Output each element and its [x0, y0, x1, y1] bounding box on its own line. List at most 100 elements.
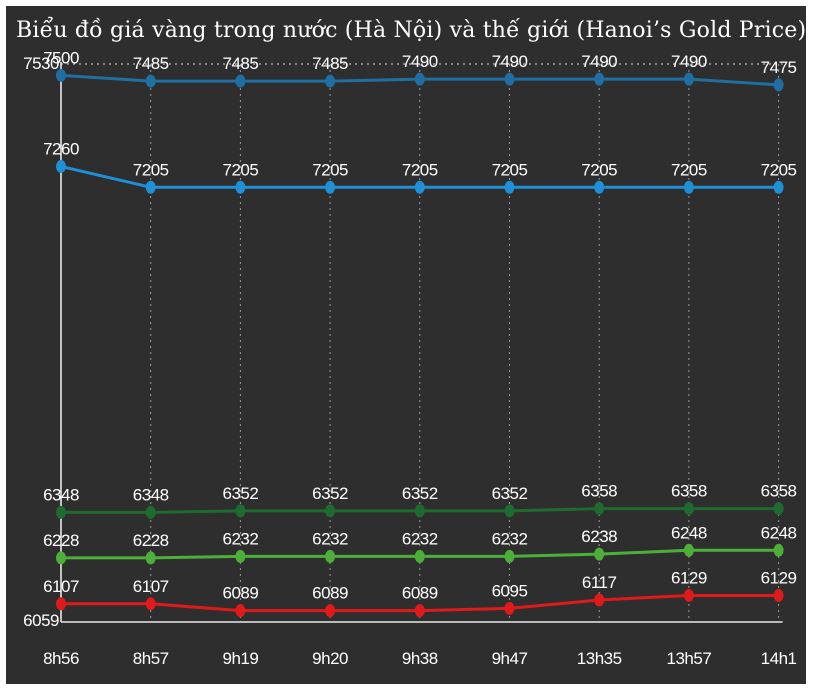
data-label: 6248: [671, 523, 707, 542]
data-label: 6107: [133, 577, 169, 596]
x-tick-label: 14h1: [761, 649, 797, 668]
data-label: 7205: [581, 160, 617, 179]
data-point: [504, 601, 515, 615]
x-tick-label: 13h35: [577, 649, 622, 668]
data-point: [504, 72, 515, 86]
data-point: [325, 504, 336, 518]
y-tick-label-top: 7530: [23, 54, 59, 73]
data-label: 6232: [492, 529, 528, 548]
line-chart: 7530 6059 8h56 8h57 9h19 9h20 9h38 9h47 13h35 13h…: [23, 48, 797, 668]
data-label: 6107: [43, 577, 79, 596]
data-point: [235, 180, 246, 194]
data-point: [773, 588, 784, 602]
data-point: [414, 72, 425, 86]
data-point: [235, 74, 246, 88]
data-label: 7490: [671, 52, 707, 71]
data-point: [325, 180, 336, 194]
data-point: [683, 502, 694, 516]
data-point: [325, 604, 336, 618]
data-label: 6129: [761, 568, 797, 587]
data-label: 6348: [133, 485, 169, 504]
data-point: [145, 597, 156, 611]
data-label: 7485: [133, 54, 169, 73]
data-label: 6358: [671, 482, 707, 501]
data-point: [773, 180, 784, 194]
y-tick-label-bottom: 6059: [23, 611, 59, 630]
data-label: 6089: [222, 584, 258, 603]
data-point: [56, 68, 66, 82]
data-label: 6352: [222, 484, 258, 503]
x-tick-label: 9h38: [402, 649, 438, 668]
data-label: 6232: [402, 529, 438, 548]
data-point: [145, 74, 156, 88]
data-label: 7500: [43, 48, 79, 67]
x-tick-label: 8h57: [133, 649, 169, 668]
data-point: [235, 549, 246, 563]
x-tick-label: 8h56: [43, 649, 79, 668]
data-label: 7260: [43, 139, 79, 158]
data-label: 6117: [582, 573, 617, 592]
x-tick-label: 9h19: [222, 649, 258, 668]
data-point: [414, 549, 425, 563]
chart-panel: Biểu đồ giá vàng trong nước (Hà Nội) và …: [6, 6, 806, 684]
data-point: [56, 551, 66, 565]
data-label: 7485: [312, 54, 348, 73]
data-point: [235, 604, 246, 618]
data-label: 6089: [402, 584, 438, 603]
data-label: 6238: [581, 527, 617, 546]
data-point: [145, 505, 156, 519]
data-point: [325, 549, 336, 563]
data-point: [56, 597, 66, 611]
data-point: [773, 543, 784, 557]
data-label: 7205: [133, 160, 169, 179]
data-point: [325, 74, 336, 88]
data-label: 6352: [312, 484, 348, 503]
data-label: 6248: [761, 523, 797, 542]
data-label: 6352: [402, 484, 438, 503]
data-point: [594, 593, 605, 607]
data-point: [594, 502, 605, 516]
data-point: [683, 588, 694, 602]
data-point: [773, 78, 784, 92]
data-label: 6232: [312, 529, 348, 548]
data-label: 7490: [581, 52, 617, 71]
data-label: 6095: [492, 581, 528, 600]
data-label: 7490: [492, 52, 528, 71]
data-label: 6348: [43, 485, 79, 504]
data-point: [504, 549, 515, 563]
data-label: 7205: [222, 160, 258, 179]
data-label: 6358: [581, 482, 617, 501]
data-point: [414, 180, 425, 194]
data-point: [56, 505, 66, 519]
data-point: [594, 547, 605, 561]
data-point: [145, 551, 156, 565]
data-label: 7490: [402, 52, 438, 71]
data-label: 6129: [671, 568, 707, 587]
data-point: [594, 72, 605, 86]
data-label: 7205: [492, 160, 528, 179]
data-label: 6228: [133, 531, 169, 550]
data-point: [504, 504, 515, 518]
chart-title: Biểu đồ giá vàng trong nước (Hà Nội) và …: [16, 18, 807, 43]
data-label: 7205: [312, 160, 348, 179]
x-tick-label: 9h20: [312, 649, 348, 668]
data-point: [145, 180, 156, 194]
data-point: [414, 504, 425, 518]
data-label: 6232: [222, 529, 258, 548]
data-label: 7485: [222, 54, 258, 73]
data-label: 7205: [402, 160, 438, 179]
data-point: [683, 543, 694, 557]
data-point: [235, 504, 246, 518]
data-point: [414, 604, 425, 618]
data-label: 6352: [492, 484, 528, 503]
data-point: [683, 180, 694, 194]
data-point: [773, 502, 784, 516]
data-label: 7205: [671, 160, 707, 179]
data-label: 6358: [761, 482, 797, 501]
data-point: [594, 180, 605, 194]
data-point: [683, 72, 694, 86]
data-point: [504, 180, 515, 194]
x-tick-label: 13h57: [667, 649, 712, 668]
data-label: 6089: [312, 584, 348, 603]
data-label: 7475: [761, 58, 797, 77]
